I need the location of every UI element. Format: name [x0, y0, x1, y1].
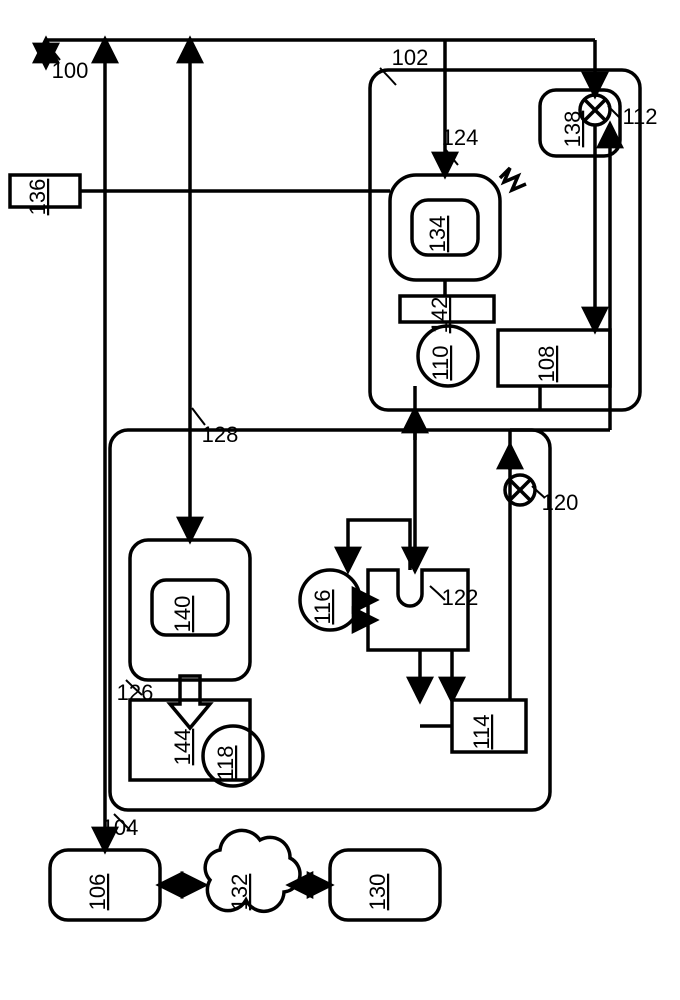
label-128: 128 [202, 422, 239, 447]
label-114: 114 [469, 714, 494, 749]
block-diagram: 100 128 102 104 136 124 134 138 142 110 … [0, 0, 680, 1000]
label-144: 144 [170, 729, 195, 766]
label-110: 110 [428, 345, 453, 380]
label-120: 120 [542, 490, 579, 515]
label-132: 132 [227, 874, 252, 911]
label-140: 140 [170, 596, 195, 633]
label-126: 126 [117, 680, 154, 705]
zigzag-124-138 [500, 168, 526, 190]
label-104: 104 [102, 815, 139, 840]
leader-124 [446, 150, 458, 165]
valve-112 [580, 95, 620, 125]
label-116: 116 [310, 589, 335, 624]
label-136: 136 [25, 179, 50, 216]
valve-120 [505, 475, 545, 505]
hollow-arrow-126-144 [170, 676, 210, 728]
label-108: 108 [534, 346, 559, 383]
cloud-132 [205, 830, 300, 911]
label-134: 134 [425, 216, 450, 253]
label-124: 124 [442, 125, 479, 150]
label-138: 138 [560, 111, 585, 148]
label-118: 118 [213, 745, 238, 780]
label-106: 106 [85, 874, 110, 911]
block-122 [368, 570, 468, 650]
label-122: 122 [442, 585, 479, 610]
label-102: 102 [392, 45, 429, 70]
label-112: 112 [622, 104, 657, 129]
label-142: 142 [427, 297, 452, 334]
label-130: 130 [365, 874, 390, 911]
label-100: 100 [52, 58, 89, 83]
labels: 100 128 102 104 136 124 134 138 142 110 … [25, 45, 658, 910]
loop-122 [348, 520, 410, 570]
